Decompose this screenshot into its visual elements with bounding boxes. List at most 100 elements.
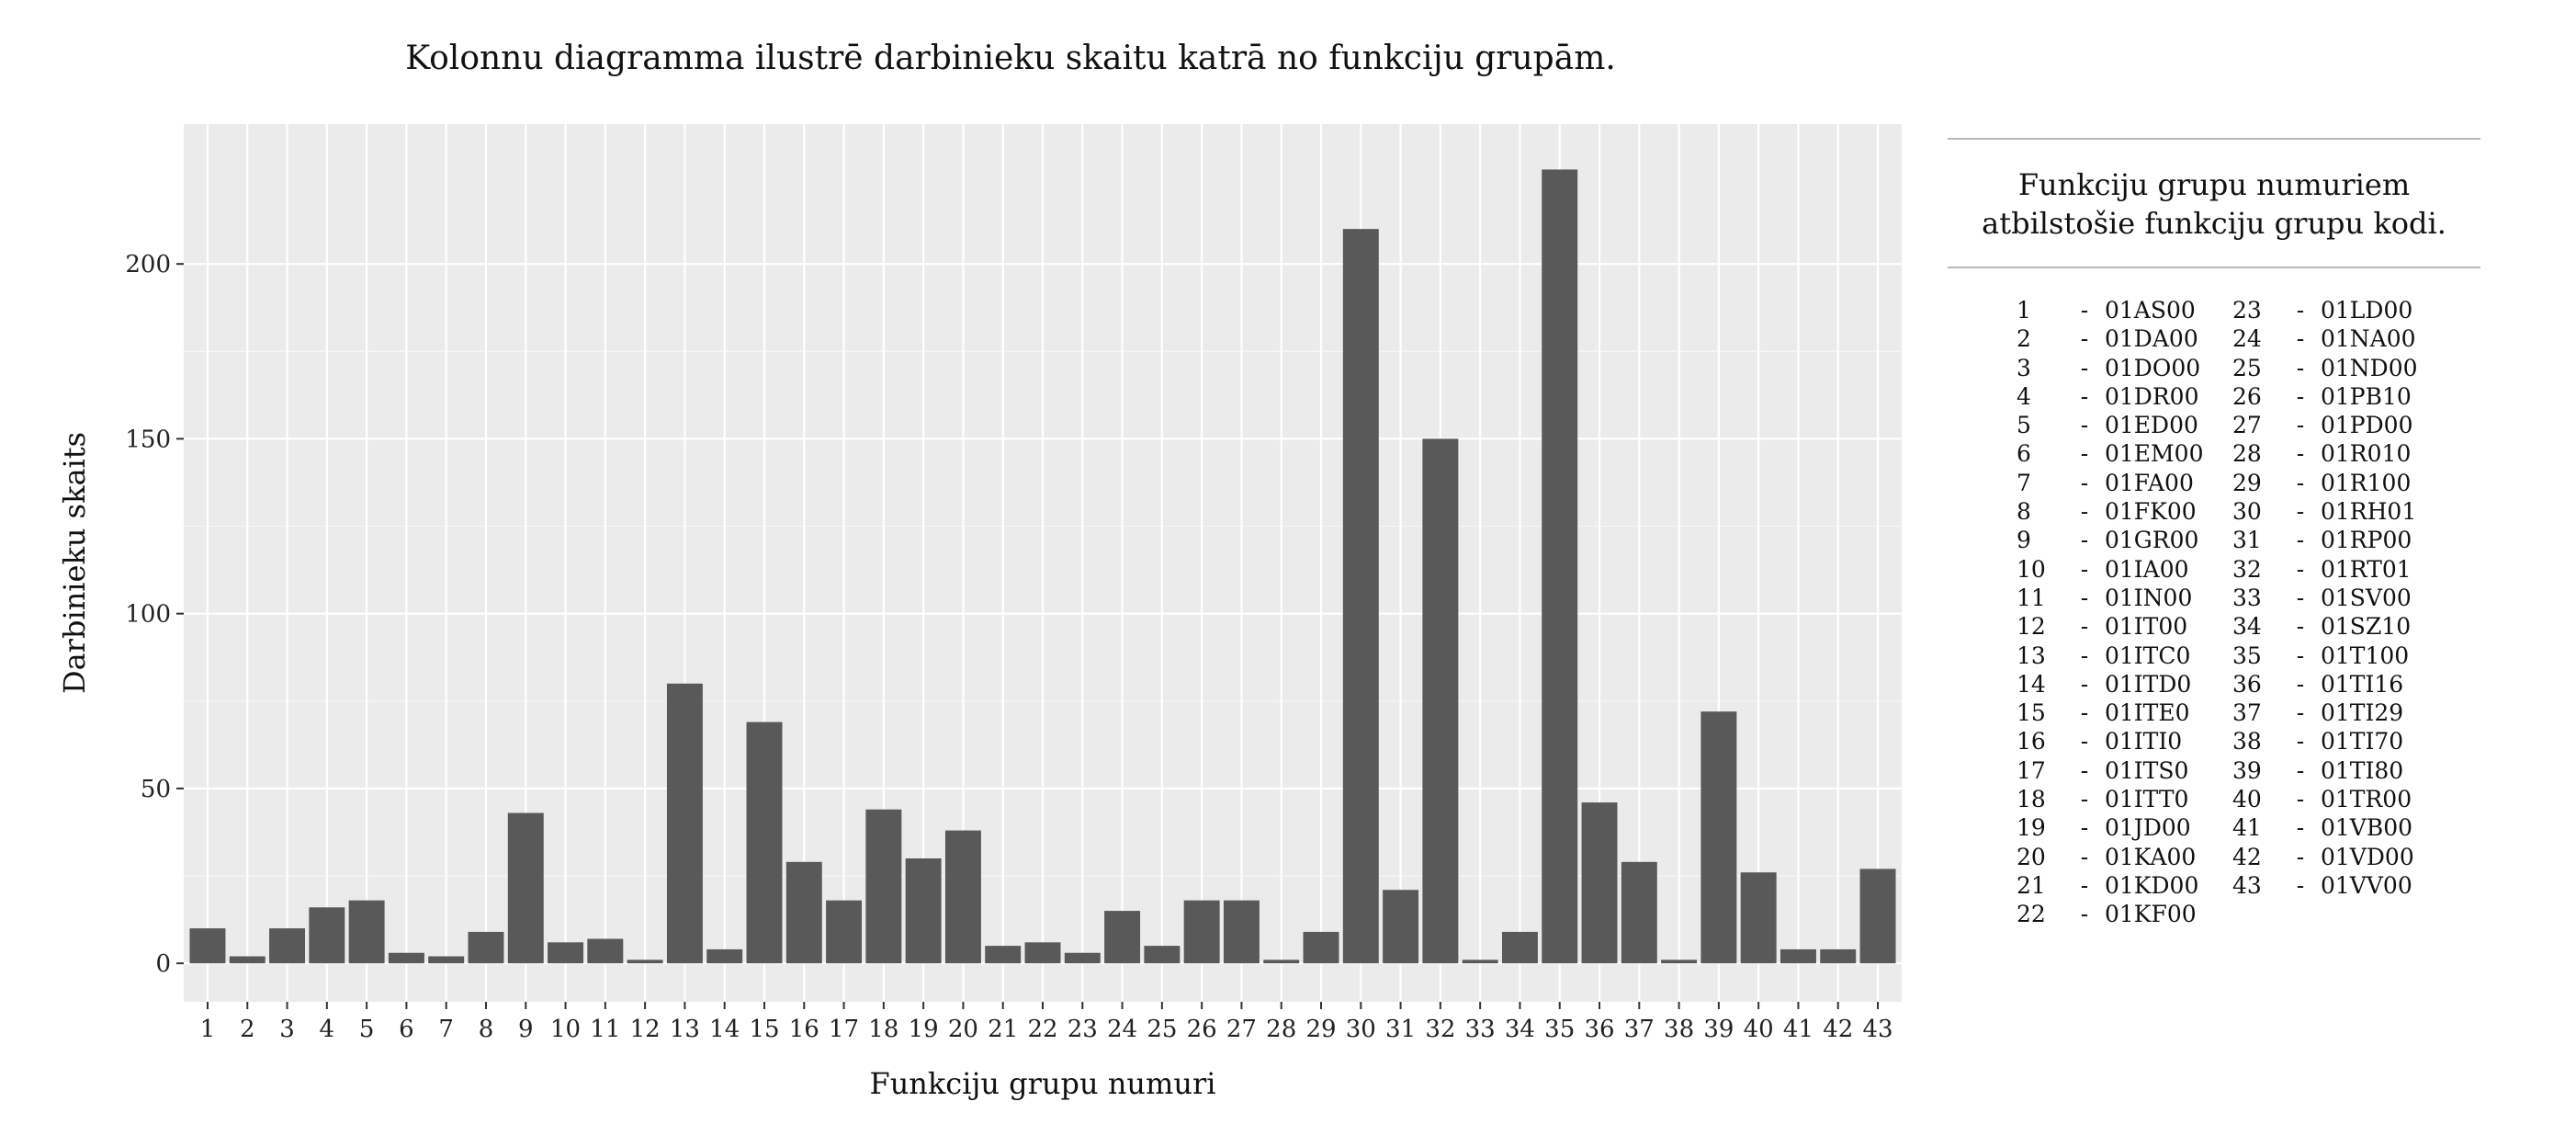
- legend-entry-number: 6: [2017, 440, 2031, 468]
- bar: [785, 861, 822, 964]
- legend-entry: 12 -01IT00: [2017, 612, 2214, 641]
- legend-entry-number: 28: [2232, 440, 2262, 468]
- legend-entry: 15 -01ITE0: [2017, 698, 2214, 727]
- x-tick-label: 30: [1346, 1016, 1376, 1043]
- legend-entry-number: 37: [2232, 699, 2262, 727]
- legend-entry-separator: -: [2296, 469, 2305, 496]
- bar: [944, 830, 981, 964]
- legend-entry-separator: -: [2080, 469, 2089, 496]
- legend-entry-code: 01IA00: [2105, 555, 2189, 583]
- legend-entry: 6 -01EM00: [2017, 439, 2214, 468]
- x-tick-label: 23: [1068, 1016, 1098, 1043]
- legend-entry: 22 -01KF00: [2017, 900, 2214, 928]
- legend-entry-number: 9: [2017, 527, 2031, 554]
- x-axis-label: Funkciju grupu numuri: [869, 1066, 1215, 1101]
- bar: [428, 956, 465, 964]
- legend-entry-number: 30: [2232, 498, 2262, 526]
- bar: [468, 931, 504, 964]
- legend-entry-code: 01ITE0: [2105, 699, 2190, 727]
- legend-entry: 9 -01GR00: [2017, 526, 2214, 554]
- legend-entry-separator: -: [2080, 412, 2089, 439]
- legend-entry-separator: -: [2080, 584, 2089, 611]
- legend-entry: 29 -01R100: [2232, 469, 2480, 497]
- bars: [189, 169, 1896, 964]
- bar: [1661, 960, 1698, 964]
- legend-entry: 38 -01TI70: [2232, 727, 2480, 755]
- legend-entry-separator: -: [2296, 786, 2305, 813]
- legend-entry-number: 1: [2017, 297, 2031, 324]
- legend-entry: 7 -01FA00: [2017, 469, 2214, 497]
- legend-entry-number: 22: [2017, 901, 2046, 928]
- bar: [348, 900, 385, 964]
- legend-entry-separator: -: [2296, 871, 2305, 899]
- legend-entry-separator: -: [2080, 756, 2089, 784]
- legend-entry-separator: -: [2296, 843, 2305, 870]
- legend-bottom-rule: [1948, 267, 2480, 268]
- legend-entry: 16 -01ITI0: [2017, 727, 2214, 755]
- legend-entry: 43 -01VV00: [2232, 871, 2480, 900]
- legend-entry-number: 4: [2017, 382, 2031, 410]
- legend-entry: 39 -01TI80: [2232, 756, 2480, 785]
- legend-entry-separator: -: [2296, 555, 2305, 583]
- legend-entry-separator: -: [2296, 440, 2305, 468]
- legend-entry-number: 23: [2232, 297, 2262, 324]
- bar: [1501, 931, 1538, 964]
- x-tick-label: 43: [1862, 1016, 1892, 1043]
- legend-entry-separator: -: [2080, 440, 2089, 468]
- bar: [1700, 711, 1737, 964]
- bar: [1859, 869, 1896, 964]
- x-tick-label: 32: [1425, 1016, 1455, 1043]
- legend-entry-number: 8: [2017, 498, 2031, 526]
- x-tick-label: 8: [479, 1016, 494, 1043]
- x-tick-label: 31: [1385, 1016, 1416, 1043]
- legend-entry-separator: -: [2296, 325, 2305, 353]
- x-tick-label: 17: [829, 1016, 859, 1043]
- legend-entry-code: 01FK00: [2105, 498, 2197, 526]
- legend-column-left: 1-01AS00 2-01DA00 3-01DO00 4-01DR00 5-01ED00…: [1948, 296, 2214, 929]
- bar: [1542, 169, 1578, 964]
- legend-entry-number: 3: [2017, 354, 2031, 381]
- x-tick-label: 25: [1147, 1016, 1177, 1043]
- legend-entry-code: 01ND00: [2321, 354, 2418, 381]
- legend-entry: 14 -01ITD0: [2017, 670, 2214, 698]
- bar: [388, 952, 424, 964]
- legend-entry-separator: -: [2080, 382, 2089, 410]
- legend-entry-number: 40: [2232, 786, 2262, 813]
- y-tick-label: 200: [125, 251, 171, 278]
- bar: [1422, 438, 1459, 964]
- legend-entry: 8 -01FK00: [2017, 497, 2214, 526]
- legend-entry: 32 -01RT01: [2232, 555, 2480, 584]
- x-tick-label: 7: [438, 1016, 454, 1043]
- legend-entry: 20 -01KA00: [2017, 843, 2214, 871]
- legend-panel: Funkciju grupu numuriem atbilstošie funk…: [1948, 138, 2480, 929]
- legend-columns: 1-01AS00 2-01DA00 3-01DO00 4-01DR00 5-01ED00…: [1948, 296, 2480, 929]
- legend-entry-code: 01KD00: [2105, 871, 2199, 899]
- legend-entry-separator: -: [2296, 354, 2305, 381]
- legend-entry-code: 01R010: [2321, 440, 2412, 468]
- legend-entry-code: 01PB10: [2321, 382, 2412, 410]
- x-tick-label: 18: [868, 1016, 898, 1043]
- x-tick-label: 12: [630, 1016, 661, 1043]
- legend-entry: 30 -01RH01: [2232, 497, 2480, 526]
- legend-entry: 24 -01NA00: [2232, 324, 2480, 353]
- legend-entry-number: 32: [2232, 555, 2262, 583]
- legend-entry-code: 01ED00: [2105, 412, 2198, 439]
- x-tick-label: 28: [1266, 1016, 1296, 1043]
- bar: [985, 946, 1022, 964]
- legend-entry-code: 01R100: [2321, 469, 2412, 496]
- legend-entry-number: 27: [2232, 412, 2262, 439]
- legend-entry-number: 16: [2017, 728, 2046, 755]
- legend-entry-code: 01DR00: [2105, 382, 2199, 410]
- legend-entry: 25 -01ND00: [2232, 354, 2480, 382]
- x-tick-label: 29: [1305, 1016, 1336, 1043]
- legend-entry-code: 01RH01: [2321, 498, 2417, 526]
- x-axis: 1 2 3 4 5 6 7 8 9 10 11 12 13 14 15 16 17 18 19 20 21 22 23 24 2…: [200, 1002, 1893, 1043]
- legend-entry: 27 -01PD00: [2232, 411, 2480, 439]
- legend-entry: 23 -01LD00: [2232, 296, 2480, 324]
- legend-entry: 11 -01IN00: [2017, 584, 2214, 612]
- y-axis: 0 50 100 150 200: [125, 251, 184, 978]
- legend-entry-number: 17: [2017, 756, 2046, 784]
- legend-entry-separator: -: [2296, 728, 2305, 755]
- bar: [1383, 890, 1419, 964]
- bar: [1064, 952, 1101, 964]
